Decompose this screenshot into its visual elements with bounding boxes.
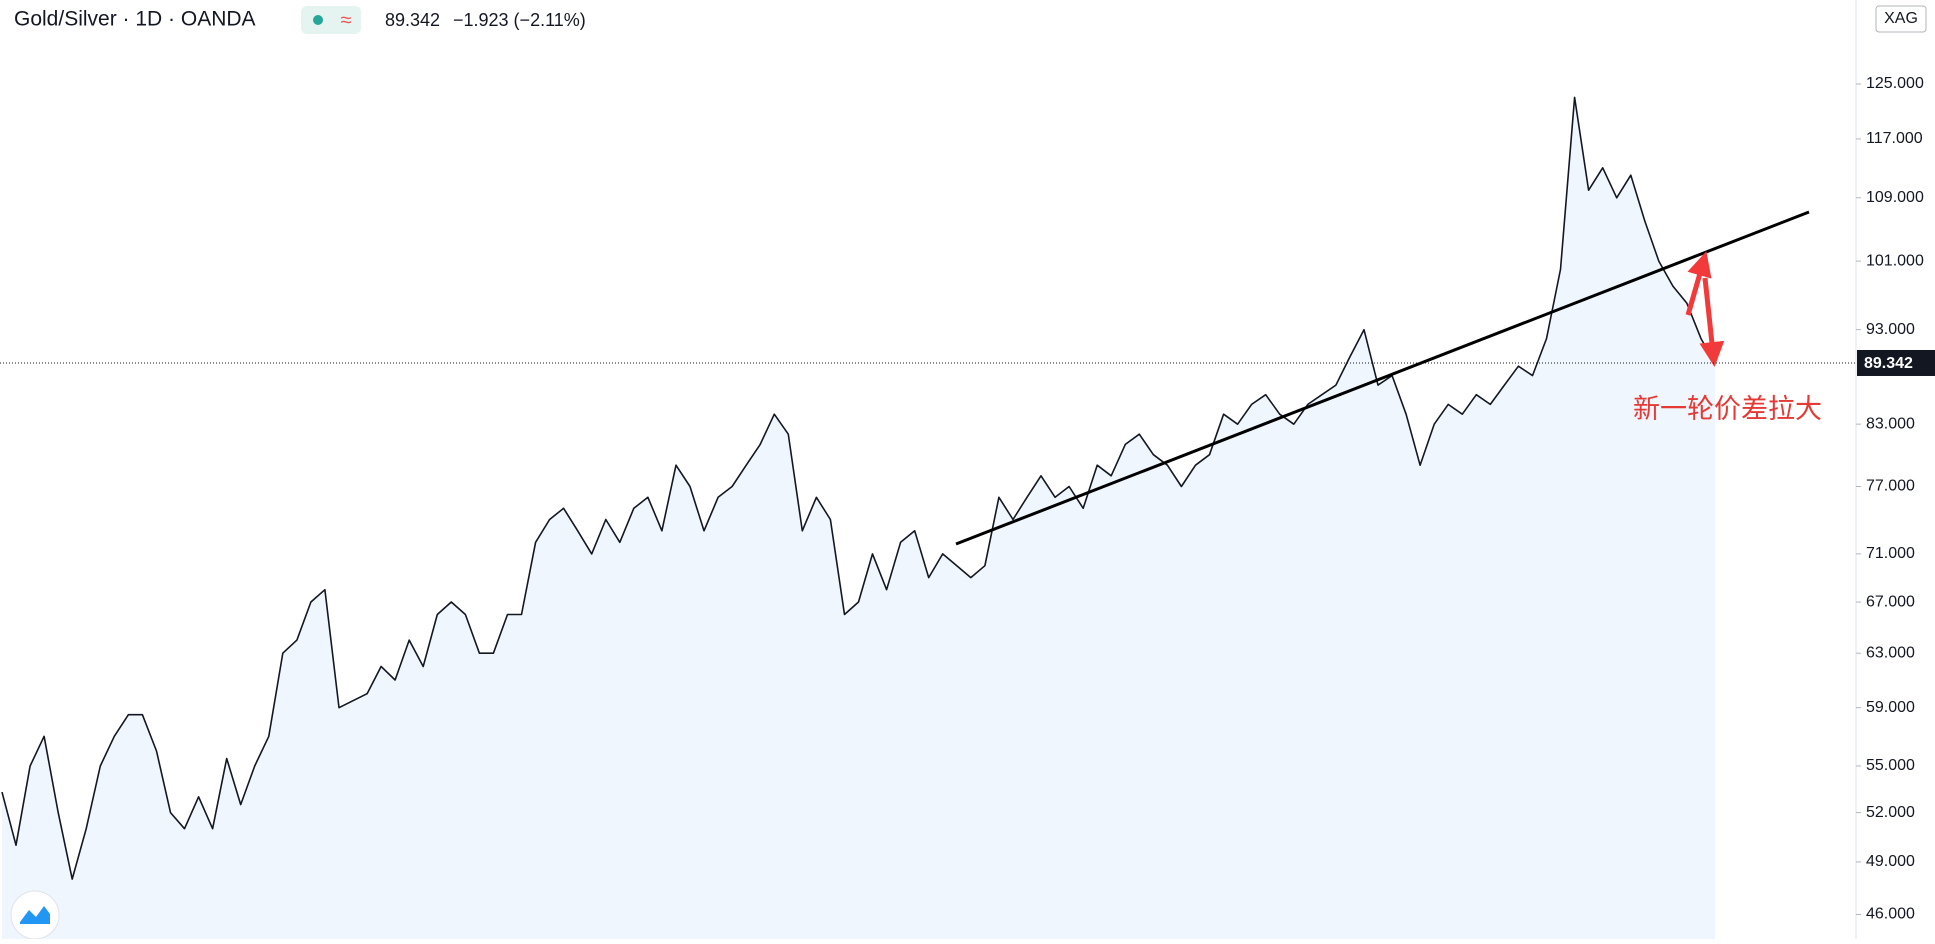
arrow-up: [1685, 251, 1712, 316]
y-tick-label: 101.000: [1866, 252, 1924, 269]
y-tick-label: 83.000: [1866, 415, 1915, 432]
arrow-down: [1699, 277, 1725, 367]
y-tick-label: 77.000: [1866, 478, 1915, 495]
status-dot: [313, 15, 323, 25]
compare-badge[interactable]: [1875, 5, 1927, 33]
last-price: 89.342: [385, 10, 440, 30]
status-badge[interactable]: [301, 6, 361, 34]
y-tick-label: 63.000: [1866, 644, 1915, 661]
y-tick-label: 52.000: [1866, 804, 1915, 821]
y-tick-label: 71.000: [1866, 545, 1915, 562]
logo[interactable]: [10, 890, 60, 940]
y-tick-label: 125.000: [1866, 75, 1924, 92]
last-price-tag: [1857, 349, 1935, 376]
plot-area: [1, 96, 1716, 939]
symbol-title: Gold/Silver · 1D · OANDA: [14, 8, 256, 31]
y-tick-label: 117.000: [1866, 130, 1923, 147]
y-tick-label: 109.000: [1866, 189, 1924, 206]
compare-symbol: XAG: [1884, 10, 1918, 27]
annotation: 新一轮价差拉大: [1633, 394, 1822, 424]
last-price-label: 89.342: [1864, 355, 1913, 372]
price-line: [1, 96, 1716, 880]
y-tick-label: 67.000: [1866, 593, 1915, 610]
trend-line[interactable]: [955, 210, 1810, 546]
y-tick-label: 49.000: [1866, 853, 1915, 870]
y-tick-label: 59.000: [1866, 699, 1915, 716]
logo-icon: [20, 906, 50, 924]
price-change: −1.923 (−2.11%): [453, 10, 586, 30]
status-icon: ≈: [341, 9, 352, 31]
y-tick-label: 55.000: [1866, 757, 1915, 774]
area-fill: [2, 97, 1715, 939]
y-tick-label: 93.000: [1866, 321, 1915, 338]
y-tick-label: 46.000: [1866, 906, 1915, 923]
